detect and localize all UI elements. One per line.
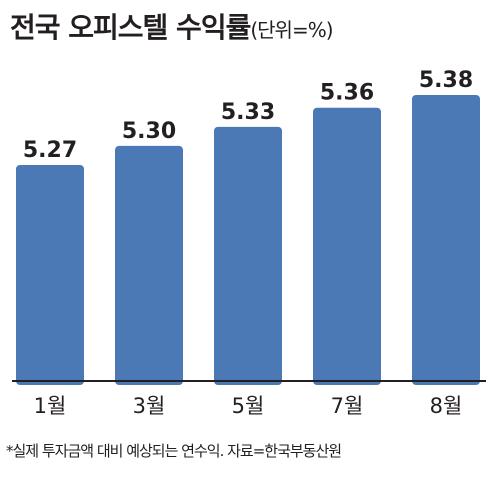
category-label: 3월 bbox=[133, 394, 166, 418]
value-label: 5.38 bbox=[419, 68, 473, 93]
value-label: 5.27 bbox=[23, 138, 77, 163]
value-label: 5.33 bbox=[221, 100, 275, 125]
category-label: 7월 bbox=[331, 394, 364, 418]
chart-title: 전국 오피스텔 수익률 bbox=[10, 11, 251, 44]
value-label: 5.36 bbox=[320, 81, 374, 106]
bar-8월 bbox=[412, 95, 480, 385]
category-label: 5월 bbox=[232, 394, 265, 418]
category-label: 1월 bbox=[34, 394, 67, 418]
bar-1월 bbox=[16, 165, 84, 385]
bar-3월 bbox=[115, 145, 183, 385]
chart-title-block: 전국 오피스텔 수익률(단위=%) bbox=[10, 6, 334, 46]
chart-unit: (단위=%) bbox=[250, 18, 333, 42]
bar-5월 bbox=[214, 126, 282, 386]
value-label: 5.30 bbox=[122, 119, 176, 144]
footnote: *실제 투자금액 대비 예상되는 연수익. 자료=한국부동산원 bbox=[6, 442, 342, 460]
bar-7월 bbox=[313, 107, 381, 386]
category-label: 8월 bbox=[430, 394, 463, 418]
